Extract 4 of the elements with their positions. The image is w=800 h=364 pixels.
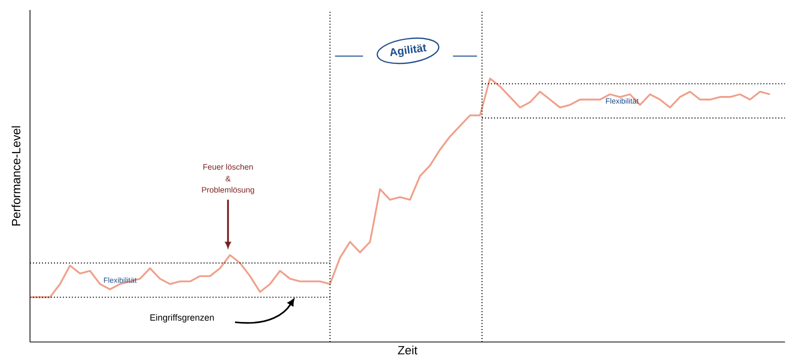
text: Agilität [390, 44, 427, 58]
annotation: Eingriffsgrenzen [150, 314, 214, 322]
y-axis-title: Performance-Level [12, 126, 20, 226]
x-axis-title: Zeit [398, 346, 418, 354]
